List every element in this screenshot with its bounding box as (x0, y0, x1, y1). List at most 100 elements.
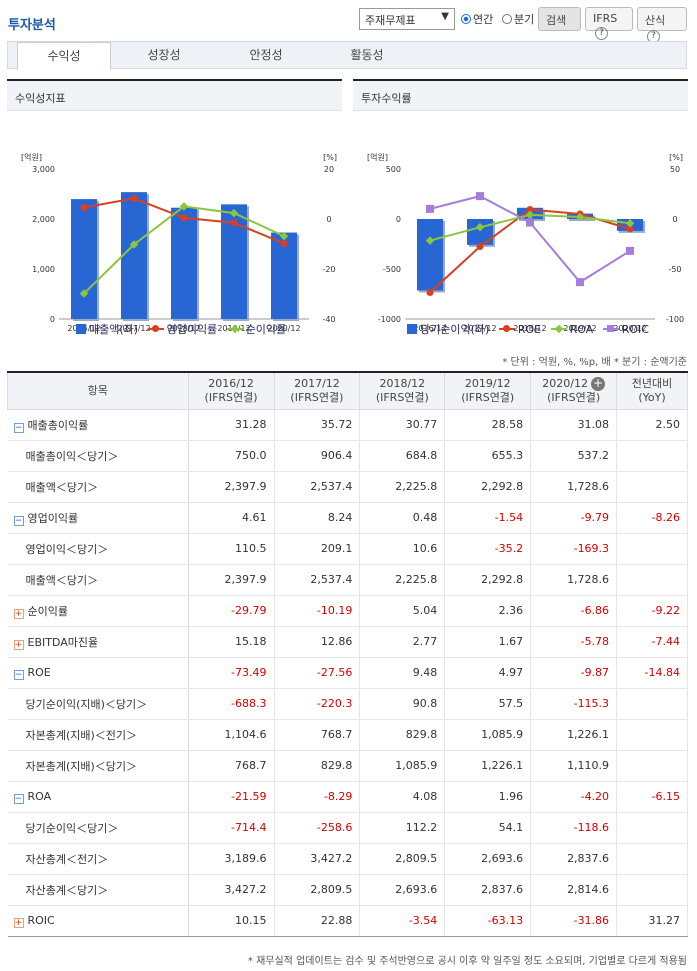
table-cell: -27.56 (274, 657, 361, 689)
table-cell: 0.48 (359, 502, 446, 534)
collapse-icon[interactable]: − (13, 669, 24, 680)
table-cell: 537.2 (530, 440, 618, 472)
table-cell: 684.8 (359, 440, 446, 472)
table-cell: 2,809.5 (274, 874, 361, 906)
table-cell: -258.6 (274, 812, 361, 844)
collapse-icon[interactable]: − (13, 422, 24, 433)
right-tick-label: 20 (324, 165, 334, 174)
table-cell: 35.72 (274, 409, 361, 441)
formula-help-button[interactable]: 산식? (637, 7, 687, 43)
expand-icon[interactable]: + (13, 639, 24, 650)
line-swatch (226, 324, 243, 334)
ifrs-help-button[interactable]: IFRS? (585, 7, 633, 40)
bar (71, 199, 97, 319)
chart-heading: 수익성지표 (7, 81, 342, 111)
collapse-icon[interactable]: − (13, 515, 24, 526)
collapse-icon[interactable]: − (13, 793, 24, 804)
table-cell: 2,837.6 (530, 843, 618, 875)
table-cell: -14.84 (616, 657, 688, 689)
table-cell: 1,085.9 (359, 750, 446, 782)
table-cell: 1.67 (444, 626, 532, 658)
tab-activity[interactable]: 활동성 (350, 48, 384, 62)
table-cell: -9.22 (616, 595, 688, 627)
right-tick-label: -50 (668, 265, 681, 274)
left-tick-label: 2,000 (32, 215, 55, 224)
row-label-text: 매출액＜당기＞ (25, 573, 99, 587)
table-cell: 2,809.5 (359, 843, 446, 875)
row-label: 자산총계＜당기＞ (7, 874, 189, 906)
header-period: 2019/12 (IFRS연결) (444, 371, 532, 410)
row-label-text: 자본총계(지배)＜전기＞ (25, 728, 138, 742)
row-label-text: 자본총계(지배)＜당기＞ (25, 759, 138, 773)
table-cell: 3,427.2 (274, 843, 361, 875)
table-cell (616, 719, 688, 751)
table-cell: -3.54 (359, 905, 446, 937)
x-tick-label: 2018/12 (513, 324, 546, 333)
data-point (526, 206, 534, 214)
x-tick-label: 2019/12 (563, 324, 596, 333)
tab-stability[interactable]: 안정성 (249, 48, 283, 62)
table-cell (616, 564, 688, 596)
row-label: 당기순이익(지배)＜당기＞ (7, 688, 189, 720)
table-cell: 750.0 (188, 440, 275, 472)
row-label: 매출총이익＜당기＞ (7, 440, 189, 472)
data-point (79, 289, 89, 298)
row-label: − ROA (7, 781, 189, 813)
table-cell: 2,814.6 (530, 874, 618, 906)
row-label-text: 당기순이익＜당기＞ (25, 821, 119, 835)
row-label-text: ROIC (27, 913, 55, 927)
formula-label: 산식 (645, 14, 666, 27)
radio-annual[interactable]: 연간 (461, 11, 493, 27)
table-cell: 829.8 (274, 750, 361, 782)
table-cell: 31.08 (530, 409, 618, 441)
table-cell: 2,397.9 (188, 471, 275, 503)
table-row: 자본총계(지배)＜당기＞ 768.7 829.8 1,085.9 1,226.1 1,11… (7, 750, 688, 782)
expand-icon[interactable]: + (13, 608, 24, 619)
search-button[interactable]: 검색 (538, 7, 581, 31)
legend-item: 매출액(좌) (76, 321, 138, 337)
expand-column-icon[interactable]: + (590, 375, 605, 391)
table-cell: 209.1 (274, 533, 361, 565)
table-cell: -8.29 (274, 781, 361, 813)
table-cell: 1,104.6 (188, 719, 275, 751)
table-cell: -21.59 (188, 781, 275, 813)
profitability-chart-panel: 수익성지표 [억원] [%] 3,000 2,000 1,000 0 20 0 -20 -40 20… (7, 79, 342, 341)
table-cell: 10.15 (188, 905, 275, 937)
line-swatch (550, 324, 567, 334)
table-row: + 순이익률 -29.79 -10.19 5.04 2.36 -6.86 -9.22 (7, 595, 688, 627)
table-cell (616, 688, 688, 720)
line-swatch (602, 324, 619, 334)
table-cell: 2,693.6 (359, 874, 446, 906)
left-tick-label: 0 (396, 215, 401, 224)
table-cell: 31.28 (188, 409, 275, 441)
row-label-text: ROA (27, 789, 52, 803)
header-period: 2016/12 (IFRS연결) (187, 371, 275, 410)
tab-growth[interactable]: 성장성 (147, 48, 181, 62)
table-body: − 매출총이익률 31.28 35.72 30.77 28.58 31.08 2.50 매출총이… (7, 409, 688, 937)
table-cell: -9.79 (530, 502, 618, 534)
table-cell: 4.61 (188, 502, 275, 534)
table-cell: 8.24 (274, 502, 361, 534)
table-cell: -8.26 (616, 502, 688, 534)
table-cell (616, 874, 688, 906)
expand-icon[interactable]: + (13, 917, 24, 928)
analysis-tabs: 수익성 성장성 안정성 활동성 (7, 41, 687, 70)
table-cell: 110.5 (188, 533, 275, 565)
statement-select[interactable]: 주재무제표 ▼ (359, 8, 455, 30)
ifrs-label: IFRS (593, 12, 618, 25)
table-cell: 54.1 (444, 812, 532, 844)
legend-label: 당기순이익(좌) (420, 323, 490, 336)
tab-profitability[interactable]: 수익성 (17, 42, 111, 70)
table-cell: -118.6 (530, 812, 618, 844)
table-cell (616, 471, 688, 503)
row-label-text: ROE (27, 665, 51, 679)
table-cell: -1.54 (444, 502, 532, 534)
table-cell: -63.13 (444, 905, 532, 937)
table-row: − 매출총이익률 31.28 35.72 30.77 28.58 31.08 2.50 (7, 409, 688, 441)
radio-quarter[interactable]: 분기 (502, 11, 534, 27)
line-swatch (498, 324, 515, 334)
table-cell: 2,225.8 (359, 471, 446, 503)
table-cell (616, 533, 688, 565)
table-cell: 1,728.6 (530, 564, 618, 596)
row-label: 매출액＜당기＞ (7, 471, 189, 503)
